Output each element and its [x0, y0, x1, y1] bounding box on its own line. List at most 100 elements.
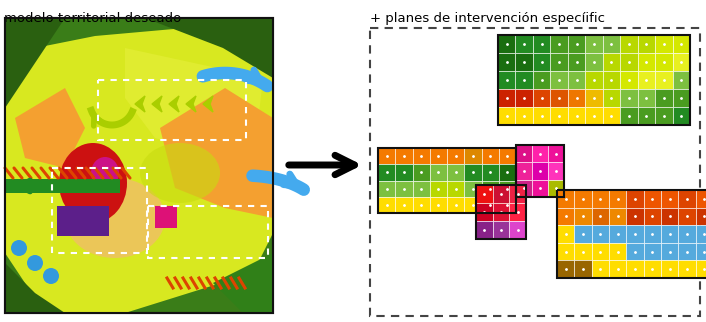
- Bar: [644, 243, 661, 260]
- Polygon shape: [160, 88, 273, 218]
- Bar: [592, 225, 609, 243]
- Bar: [603, 107, 620, 125]
- Bar: [661, 260, 678, 278]
- Bar: [568, 53, 585, 71]
- Bar: [430, 164, 447, 181]
- Polygon shape: [169, 96, 179, 112]
- Bar: [515, 89, 533, 107]
- Ellipse shape: [91, 157, 119, 189]
- Bar: [395, 164, 412, 181]
- Bar: [568, 89, 585, 107]
- Bar: [568, 35, 585, 53]
- Bar: [148, 206, 268, 258]
- Bar: [498, 197, 516, 213]
- Bar: [661, 208, 678, 225]
- Bar: [447, 164, 465, 181]
- Bar: [493, 221, 509, 239]
- Bar: [532, 180, 548, 197]
- Bar: [644, 190, 661, 208]
- Bar: [481, 181, 498, 197]
- Bar: [609, 243, 626, 260]
- Bar: [516, 162, 532, 180]
- Bar: [575, 243, 592, 260]
- Bar: [378, 148, 516, 213]
- Bar: [412, 148, 430, 164]
- Bar: [609, 260, 626, 278]
- Bar: [465, 181, 481, 197]
- Bar: [592, 208, 609, 225]
- Bar: [548, 162, 564, 180]
- Bar: [638, 107, 655, 125]
- Bar: [620, 35, 638, 53]
- Bar: [638, 35, 655, 53]
- Bar: [568, 71, 585, 89]
- Bar: [673, 89, 690, 107]
- Bar: [673, 53, 690, 71]
- Bar: [695, 225, 706, 243]
- Bar: [585, 71, 603, 89]
- Bar: [575, 208, 592, 225]
- Bar: [533, 89, 551, 107]
- Polygon shape: [203, 96, 213, 112]
- Bar: [465, 148, 481, 164]
- Polygon shape: [5, 18, 65, 108]
- Bar: [638, 71, 655, 89]
- Bar: [603, 53, 620, 71]
- Bar: [592, 260, 609, 278]
- Text: modelo territorial deseado: modelo territorial deseado: [4, 12, 181, 25]
- Bar: [515, 71, 533, 89]
- Bar: [515, 107, 533, 125]
- Bar: [498, 35, 690, 125]
- Polygon shape: [186, 96, 196, 112]
- Bar: [575, 190, 592, 208]
- Bar: [498, 89, 515, 107]
- Bar: [5, 18, 273, 313]
- Bar: [516, 145, 564, 197]
- Bar: [412, 197, 430, 213]
- Bar: [551, 89, 568, 107]
- Bar: [395, 197, 412, 213]
- Bar: [626, 208, 644, 225]
- Bar: [678, 190, 695, 208]
- Bar: [430, 197, 447, 213]
- Bar: [568, 107, 585, 125]
- Bar: [481, 197, 498, 213]
- Bar: [557, 225, 575, 243]
- Bar: [603, 71, 620, 89]
- Bar: [532, 162, 548, 180]
- Circle shape: [11, 240, 27, 256]
- Bar: [609, 208, 626, 225]
- Bar: [678, 225, 695, 243]
- Bar: [378, 164, 395, 181]
- Bar: [673, 35, 690, 53]
- Bar: [481, 148, 498, 164]
- Bar: [430, 181, 447, 197]
- Bar: [515, 53, 533, 71]
- Bar: [5, 18, 273, 313]
- Bar: [661, 225, 678, 243]
- Bar: [585, 107, 603, 125]
- Bar: [673, 71, 690, 89]
- Bar: [695, 190, 706, 208]
- Bar: [476, 203, 493, 221]
- Bar: [695, 243, 706, 260]
- Bar: [476, 185, 493, 203]
- Bar: [655, 107, 673, 125]
- Polygon shape: [15, 88, 85, 168]
- Bar: [52, 168, 147, 253]
- Bar: [493, 203, 509, 221]
- Bar: [493, 185, 509, 203]
- Bar: [620, 71, 638, 89]
- Bar: [575, 225, 592, 243]
- Bar: [585, 35, 603, 53]
- Bar: [585, 53, 603, 71]
- Bar: [557, 208, 575, 225]
- Bar: [678, 243, 695, 260]
- Bar: [695, 208, 706, 225]
- Bar: [57, 206, 109, 236]
- Bar: [557, 190, 706, 278]
- Bar: [557, 260, 575, 278]
- Bar: [644, 208, 661, 225]
- Bar: [626, 260, 644, 278]
- Bar: [447, 181, 465, 197]
